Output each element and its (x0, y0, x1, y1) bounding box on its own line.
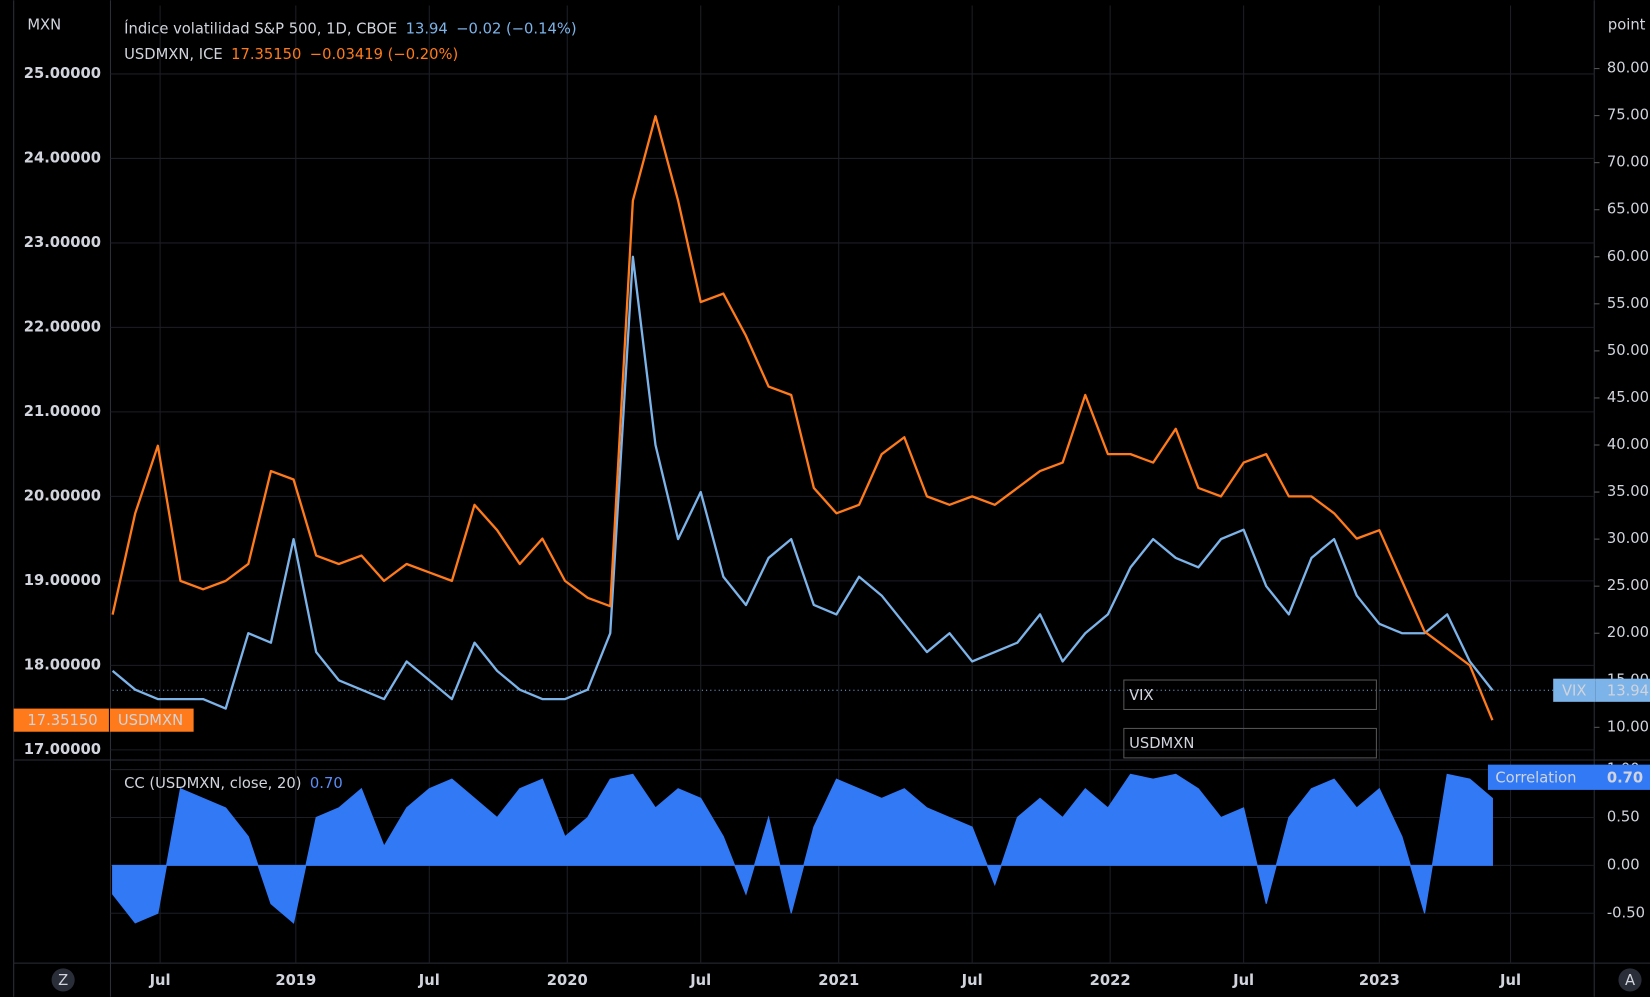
x-tick-label: 2021 (818, 972, 859, 989)
legend-item: −0.02 (−0.14%) (456, 21, 576, 38)
legend-item: 17.35150 (231, 46, 301, 63)
auto-scale-button-label[interactable]: A (1625, 972, 1635, 989)
x-tick-label: 2023 (1359, 972, 1400, 989)
legend-item: 13.94 (406, 21, 448, 38)
y-tick-label: 23.00000 (24, 234, 101, 251)
auto-scale-button[interactable] (1618, 968, 1642, 992)
x-tick-label: Jul (418, 972, 440, 989)
corr-tick-label: 0.50 (1607, 808, 1640, 825)
legend-item: Índice volatilidad S&P 500, 1D, CBOE (124, 21, 397, 38)
series-box (1123, 679, 1377, 711)
line-usdmxn (111, 115, 1494, 721)
series-box-label: USDMXN (1129, 735, 1194, 752)
y2-tick-label: 25.00 (1607, 577, 1649, 594)
y2-tick-label: 35.00 (1607, 483, 1649, 500)
y-tick-label: 17.00000 (24, 741, 101, 758)
legend-item: −0.03419 (−0.20%) (310, 46, 458, 63)
price-tag-name: VIX (1562, 682, 1587, 699)
y2-tick-label: 40.00 (1607, 436, 1649, 453)
right-unit: point (1608, 16, 1646, 33)
legend-row: Índice volatilidad S&P 500, 1D, CBOE 13.9… (124, 21, 576, 38)
legend-row: USDMXN, ICE 17.35150 −0.03419 (−0.20%) (124, 46, 458, 63)
y-tick-label: 18.00000 (24, 656, 101, 673)
correlation-area (112, 773, 1493, 924)
series-box-label: VIX (1129, 687, 1154, 704)
x-tick-label: 2020 (547, 972, 588, 989)
corr-tick-label: -0.50 (1607, 904, 1645, 921)
x-tick-label: 2019 (275, 972, 316, 989)
price-tag-value: 17.35150 (27, 712, 97, 729)
price-tag (1553, 678, 1596, 702)
series-box (1123, 727, 1377, 759)
y2-tick-label: 60.00 (1607, 248, 1649, 265)
price-tag (13, 708, 194, 732)
line-vix (111, 255, 1494, 710)
legend-item: 0.70 (310, 775, 343, 792)
price-tag (1487, 764, 1650, 790)
x-tick-label: 2022 (1090, 972, 1131, 989)
price-tag-name: USDMXN (118, 712, 183, 729)
y-tick-label: 24.00000 (24, 149, 101, 166)
x-tick-label: Jul (961, 972, 983, 989)
x-tick-label: Jul (149, 972, 171, 989)
y-tick-label: 20.00000 (24, 487, 101, 504)
timezone-button-label[interactable]: Z (58, 972, 68, 989)
legend-item: CC (USDMXN, close, 20) (124, 775, 301, 792)
y2-tick-label: 30.00 (1607, 530, 1649, 547)
legend-item: USDMXN, ICE (124, 46, 223, 63)
corr-tick-label: 0.00 (1607, 856, 1640, 873)
x-tick-label: Jul (1499, 972, 1521, 989)
price-tag-name: Correlation (1495, 769, 1576, 786)
y2-tick-label: 75.00 (1607, 107, 1649, 124)
y2-tick-label: 70.00 (1607, 154, 1649, 171)
y-tick-label: 21.00000 (24, 403, 101, 420)
y2-tick-label: 10.00 (1607, 718, 1649, 735)
y2-tick-label: 55.00 (1607, 295, 1649, 312)
price-tag-value: 13.94 (1607, 682, 1649, 699)
price-tag-value: 0.70 (1607, 769, 1643, 786)
y-tick-label: 22.00000 (24, 318, 101, 335)
y2-tick-label: 65.00 (1607, 201, 1649, 218)
x-tick-label: Jul (689, 972, 711, 989)
y2-tick-label: 45.00 (1607, 389, 1649, 406)
timezone-button[interactable] (51, 968, 75, 992)
price-tag (1595, 678, 1650, 702)
y2-tick-label: 50.00 (1607, 342, 1649, 359)
y-tick-label: 25.00000 (24, 65, 101, 82)
y-tick-label: 19.00000 (24, 572, 101, 589)
x-tick-label: Jul (1232, 972, 1254, 989)
legend-row: CC (USDMXN, close, 20) 0.70 (124, 775, 343, 792)
y2-tick-label: 80.00 (1607, 60, 1649, 77)
left-unit: MXN (27, 16, 61, 33)
y2-tick-label: 20.00 (1607, 624, 1649, 641)
